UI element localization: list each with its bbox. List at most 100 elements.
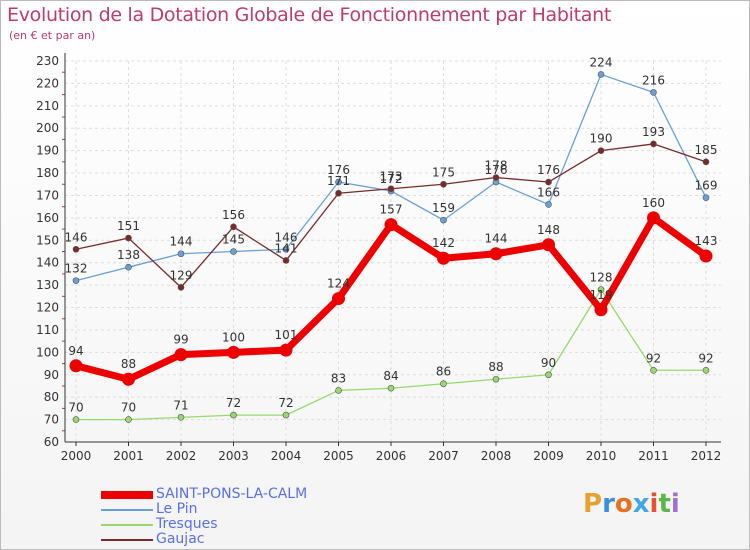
series-point bbox=[650, 140, 657, 148]
x-tick-label: 2000 bbox=[61, 449, 92, 463]
y-tick-label: 170 bbox=[36, 188, 59, 202]
x-tick-label: 2012 bbox=[691, 449, 722, 463]
data-label: 143 bbox=[695, 234, 718, 248]
y-tick-label: 200 bbox=[36, 121, 59, 135]
data-label: 176 bbox=[537, 163, 560, 177]
logo-letter: i bbox=[670, 489, 680, 519]
data-label: 157 bbox=[380, 203, 403, 217]
series-point bbox=[699, 249, 713, 263]
series-point bbox=[282, 257, 290, 264]
series-point bbox=[125, 416, 132, 423]
series-point bbox=[174, 348, 188, 362]
chart-title: Evolution de la Dotation Globale de Fonc… bbox=[7, 4, 612, 26]
data-label: 70 bbox=[68, 401, 83, 415]
data-label: 193 bbox=[642, 125, 665, 139]
y-tick-label: 70 bbox=[44, 413, 59, 427]
legend-swatch bbox=[101, 539, 153, 541]
data-label: 160 bbox=[642, 196, 665, 210]
series-point bbox=[440, 380, 447, 388]
data-label: 144 bbox=[485, 232, 508, 246]
data-label: 83 bbox=[331, 371, 346, 385]
series-point bbox=[545, 178, 552, 186]
x-tick-label: 2009 bbox=[533, 449, 564, 463]
series-point bbox=[122, 372, 135, 386]
data-label: 178 bbox=[485, 159, 508, 173]
y-tick-label: 220 bbox=[36, 76, 59, 90]
series-point bbox=[440, 216, 447, 224]
y-tick-label: 160 bbox=[36, 211, 59, 225]
series-point bbox=[702, 366, 710, 374]
data-label: 70 bbox=[121, 401, 136, 415]
data-label: 99 bbox=[173, 333, 188, 347]
logo-letter: t bbox=[658, 489, 671, 519]
proxiti-logo: Proxiti bbox=[583, 489, 680, 519]
series-point bbox=[594, 303, 608, 317]
legend-swatch bbox=[101, 524, 153, 526]
series-point bbox=[227, 345, 240, 359]
legend-label: Gaujac bbox=[156, 531, 205, 547]
y-tick-label: 80 bbox=[44, 390, 59, 404]
data-label: 171 bbox=[327, 174, 350, 188]
data-label: 176 bbox=[485, 163, 508, 177]
series-point bbox=[702, 194, 710, 202]
legend-label: Tresques bbox=[156, 516, 218, 532]
series-point bbox=[230, 411, 237, 419]
data-label: 146 bbox=[65, 230, 88, 244]
data-label: 92 bbox=[698, 351, 713, 365]
y-tick-label: 150 bbox=[36, 233, 59, 247]
series-point bbox=[647, 211, 660, 225]
data-label: 190 bbox=[590, 132, 613, 146]
x-tick-label: 2001 bbox=[113, 449, 144, 463]
series-point bbox=[72, 416, 80, 423]
series-point bbox=[437, 251, 450, 265]
data-label: 159 bbox=[432, 201, 455, 215]
data-label: 185 bbox=[695, 143, 718, 157]
series-point bbox=[125, 234, 132, 242]
grid bbox=[65, 60, 721, 443]
y-tick-label: 230 bbox=[36, 54, 59, 68]
series-point bbox=[177, 414, 185, 421]
series-point bbox=[332, 292, 345, 306]
series-point bbox=[650, 89, 657, 96]
data-label: 138 bbox=[117, 248, 140, 262]
data-label: 119 bbox=[590, 288, 613, 302]
series-point bbox=[597, 71, 605, 78]
data-label: 101 bbox=[275, 328, 298, 342]
data-label: 84 bbox=[383, 369, 398, 383]
data-labels: 94 88 99 100 101 124 157 142 144 148 119 160 143 132 1… bbox=[65, 55, 718, 414]
y-tick-label: 110 bbox=[36, 323, 59, 337]
chart-subtitle: (en € et par an) bbox=[9, 29, 96, 42]
x-tick-label: 2007 bbox=[428, 449, 459, 463]
y-tick-label: 90 bbox=[44, 368, 59, 382]
y-tick-label: 100 bbox=[36, 345, 59, 359]
series-point bbox=[545, 371, 552, 379]
series-point bbox=[492, 174, 500, 181]
series-point bbox=[440, 180, 447, 188]
series-point bbox=[279, 343, 293, 357]
data-label: 71 bbox=[173, 398, 188, 412]
data-label: 100 bbox=[222, 330, 245, 344]
series-point bbox=[542, 238, 555, 252]
series-point bbox=[597, 147, 605, 154]
series-point bbox=[702, 158, 710, 166]
data-label: 72 bbox=[226, 396, 241, 410]
data-label: 142 bbox=[432, 236, 455, 250]
series-point bbox=[597, 286, 605, 293]
x-tick-label: 2011 bbox=[638, 449, 669, 463]
data-label: 216 bbox=[642, 73, 665, 87]
series-point bbox=[335, 387, 342, 394]
data-label: 86 bbox=[436, 365, 451, 379]
series-point bbox=[650, 366, 657, 374]
logo-letter: i bbox=[649, 489, 659, 519]
logo-letter: r bbox=[602, 489, 615, 519]
y-tick-label: 130 bbox=[36, 278, 59, 292]
series-point bbox=[177, 284, 185, 291]
data-label: 224 bbox=[590, 55, 613, 69]
data-label: 90 bbox=[541, 356, 556, 370]
series-point bbox=[230, 223, 237, 231]
series-point bbox=[545, 201, 552, 208]
x-tick-label: 2005 bbox=[323, 449, 354, 463]
series-point bbox=[384, 218, 398, 232]
series-point bbox=[69, 359, 83, 373]
